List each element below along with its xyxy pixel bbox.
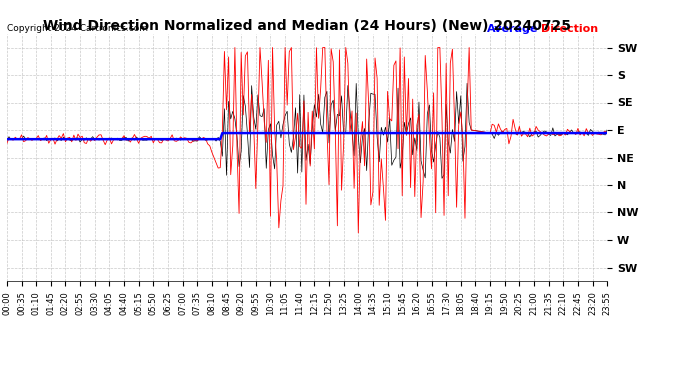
Text: Average: Average (487, 24, 538, 34)
Title: Wind Direction Normalized and Median (24 Hours) (New) 20240725: Wind Direction Normalized and Median (24… (43, 19, 571, 33)
Text: Direction: Direction (541, 24, 598, 34)
Text: Copyright 2024 Cartronics.com: Copyright 2024 Cartronics.com (7, 24, 148, 33)
